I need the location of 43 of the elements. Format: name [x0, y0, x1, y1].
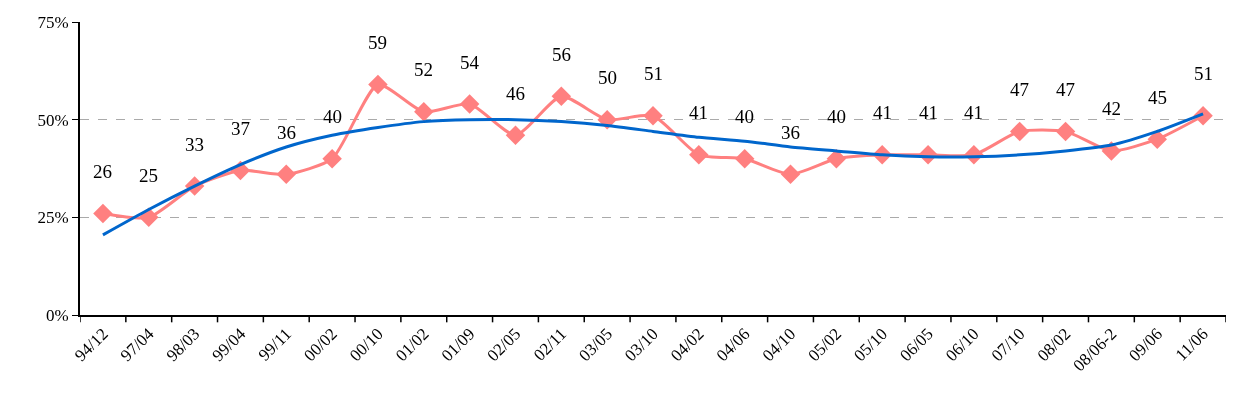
data-label: 40	[735, 106, 754, 127]
point	[780, 164, 801, 185]
data-label: 40	[827, 106, 846, 127]
point	[414, 102, 434, 122]
point	[689, 145, 709, 165]
data-label: 52	[414, 59, 433, 80]
data-label: 47	[1056, 79, 1075, 100]
data-label: 51	[1194, 63, 1213, 84]
data-label: 40	[323, 106, 342, 127]
point	[1055, 121, 1076, 142]
y-tick-label: 50%	[37, 110, 69, 130]
data-label: 41	[873, 102, 892, 123]
data-label: 26	[93, 161, 112, 182]
point	[93, 203, 113, 224]
point	[551, 86, 572, 106]
point	[1009, 121, 1030, 142]
data-label: 59	[368, 32, 387, 53]
data-label: 54	[460, 52, 480, 73]
data-label: 33	[185, 134, 204, 155]
data-label: 41	[964, 102, 983, 123]
y-tick-label: 0%	[45, 305, 69, 325]
data-label: 36	[277, 122, 296, 143]
data-label: 25	[139, 165, 158, 186]
data-label: 51	[644, 63, 663, 84]
data-label: 41	[689, 102, 708, 123]
data-label: 42	[1102, 98, 1121, 119]
data-label: 45	[1148, 87, 1167, 108]
point	[459, 94, 480, 114]
point	[322, 148, 342, 169]
point	[276, 164, 297, 185]
data-label: 47	[1010, 79, 1029, 100]
data-label: 36	[781, 122, 800, 143]
data-label: 37	[231, 118, 250, 139]
data-label: 50	[598, 67, 617, 88]
point	[734, 148, 755, 169]
data-label: 56	[552, 44, 571, 65]
y-tick-label: 75%	[37, 12, 69, 32]
data-label: 46	[506, 83, 525, 104]
point	[505, 125, 526, 146]
point	[368, 74, 388, 95]
point	[643, 106, 663, 126]
y-tick-label: 25%	[37, 208, 69, 228]
data-label: 41	[919, 102, 938, 123]
